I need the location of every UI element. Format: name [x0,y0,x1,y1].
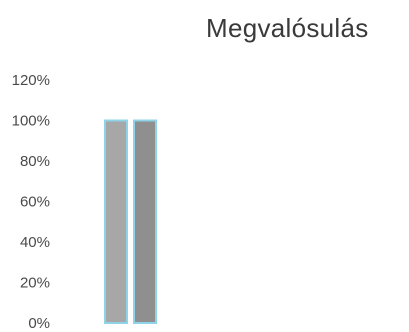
chart-title: Megvalósulás [206,13,369,43]
bar-series-2 [133,119,157,324]
bars [104,119,157,324]
y-tick-label: 80% [20,153,50,170]
y-tick-label: 100% [12,113,50,130]
y-tick-label: 60% [20,194,50,211]
y-tick-label: 120% [12,72,50,89]
y-axis-ticks: 0% 20% 40% 60% 80% 100% 120% [12,72,50,332]
y-tick-label: 20% [20,275,50,292]
y-tick-label: 0% [28,315,50,332]
bar-series-1 [104,119,128,324]
y-tick-label: 40% [20,234,50,251]
